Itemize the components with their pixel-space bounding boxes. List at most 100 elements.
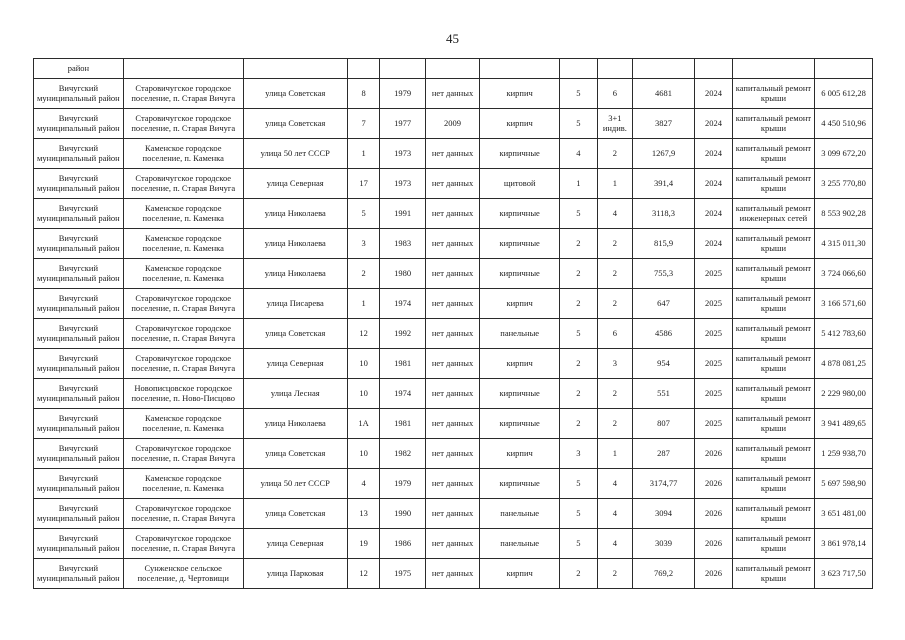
table-cell: кирпичные	[479, 228, 561, 259]
table-cell: улица Северная	[242, 168, 348, 199]
table-cell: 2025	[694, 378, 733, 409]
table-row: Вичугский муниципальный район Старовичугс…	[33, 78, 873, 109]
table-cell	[242, 58, 348, 79]
table-cell: улица Советская	[242, 78, 348, 109]
table-cell: нет данных	[424, 468, 481, 499]
table-cell: улица Писарева	[242, 288, 348, 319]
table-cell: 2	[559, 258, 598, 289]
table-cell: район	[33, 58, 124, 79]
table-cell: улица Николаева	[242, 198, 348, 229]
table-cell: 2	[559, 228, 598, 259]
table-cell: 1980	[379, 258, 426, 289]
table-cell: 3 941 489,65	[814, 408, 873, 439]
table-cell: 2	[559, 408, 598, 439]
table-cell: 1	[596, 438, 634, 469]
table-cell: капитальный ремонт крыши	[731, 288, 816, 319]
table-row: Вичугский муниципальный район Каменское г…	[33, 408, 873, 439]
table-cell: 2	[596, 138, 634, 169]
table-cell: 2026	[694, 558, 733, 589]
table-cell: улица Лесная	[242, 378, 348, 409]
table-cell: капитальный ремонт крыши	[731, 78, 816, 109]
table-cell: 3094	[631, 498, 696, 529]
table-cell: 647	[631, 288, 696, 319]
table-cell: Сунженское сельское поселение, д. Чертов…	[122, 558, 244, 589]
table-cell: 4	[596, 498, 634, 529]
table-cell: 2	[596, 408, 634, 439]
table-cell: 2009	[424, 108, 481, 139]
table-cell: капитальный ремонт инженерных сетей	[731, 198, 816, 229]
table-row: Вичугский муниципальный район Старовичугс…	[33, 528, 873, 559]
table-cell: 5	[559, 318, 598, 349]
table-cell: 3118,3	[631, 198, 696, 229]
table-cell: 815,9	[631, 228, 696, 259]
table-cell: 2026	[694, 468, 733, 499]
table-cell: 2026	[694, 498, 733, 529]
table-cell: 391,4	[631, 168, 696, 199]
table-cell: 4	[346, 468, 381, 499]
table-row: Вичугский муниципальный район Старовичугс…	[33, 318, 873, 349]
table-cell: 12	[346, 558, 381, 589]
table-cell: 4586	[631, 318, 696, 349]
table-cell: 1975	[379, 558, 426, 589]
table-cell: 7	[346, 108, 381, 139]
table-cell: 287	[631, 438, 696, 469]
table-cell: 4	[596, 468, 634, 499]
table-cell: кирпичные	[479, 468, 561, 499]
page-number: 45	[446, 31, 459, 46]
table-cell: нет данных	[424, 168, 481, 199]
table-cell: 3 166 571,60	[814, 288, 873, 319]
table-cell: улица Советская	[242, 108, 348, 139]
table-cell: 2	[559, 348, 598, 379]
table-cell	[731, 58, 816, 79]
table-cell: 807	[631, 408, 696, 439]
table-cell: улица Николаева	[242, 408, 348, 439]
table-cell: Вичугский муниципальный район	[33, 228, 124, 259]
table-cell: 954	[631, 348, 696, 379]
table-cell: 2024	[694, 198, 733, 229]
table-cell: 2	[559, 558, 598, 589]
table-cell: 3	[346, 228, 381, 259]
table-row: Вичугский муниципальный район Каменское г…	[33, 468, 873, 499]
table-cell: 4 450 510,96	[814, 108, 873, 139]
table-cell: Старовичугское городское поселение, п. С…	[122, 168, 244, 199]
table-cell: 2 229 980,00	[814, 378, 873, 409]
table-cell: 1	[559, 168, 598, 199]
table-cell: Каменское городское поселение, п. Каменк…	[122, 198, 244, 229]
table-cell: 1979	[379, 468, 426, 499]
table-cell: Каменское городское поселение, п. Каменк…	[122, 258, 244, 289]
table-cell: 5	[559, 78, 598, 109]
table-cell: 17	[346, 168, 381, 199]
table-cell: Вичугский муниципальный район	[33, 558, 124, 589]
table-cell: кирпич	[479, 348, 561, 379]
table-cell: 2	[596, 288, 634, 319]
table-cell: Старовичугское городское поселение, п. С…	[122, 348, 244, 379]
table-cell: Старовичугское городское поселение, п. С…	[122, 288, 244, 319]
table-cell: 10	[346, 438, 381, 469]
table-row: Вичугский муниципальный район Старовичугс…	[33, 168, 873, 199]
table-cell: 1	[596, 168, 634, 199]
table-cell: 8	[346, 78, 381, 109]
table-cell: 1992	[379, 318, 426, 349]
table-cell: Вичугский муниципальный район	[33, 198, 124, 229]
table-cell: улица Северная	[242, 348, 348, 379]
table-cell: щитовой	[479, 168, 561, 199]
table-cell: кирпич	[479, 78, 561, 109]
table-cell: 4681	[631, 78, 696, 109]
table-row: Вичугский муниципальный район Каменское г…	[33, 198, 873, 229]
table-cell: 1982	[379, 438, 426, 469]
table-cell	[424, 58, 481, 79]
table-cell: 4	[596, 198, 634, 229]
table-cell: 1А	[346, 408, 381, 439]
table-cell: Каменское городское поселение, п. Каменк…	[122, 228, 244, 259]
table-cell: Вичугский муниципальный район	[33, 348, 124, 379]
table-cell: 1	[346, 288, 381, 319]
table-cell: Вичугский муниципальный район	[33, 168, 124, 199]
table-cell: 551	[631, 378, 696, 409]
table-cell: улица Советская	[242, 498, 348, 529]
table-cell: Вичугский муниципальный район	[33, 288, 124, 319]
table-cell: 8 553 902,28	[814, 198, 873, 229]
table-cell: капитальный ремонт крыши	[731, 438, 816, 469]
table-cell: Новописцовское городское поселение, п. Н…	[122, 378, 244, 409]
table-cell: капитальный ремонт крыши	[731, 108, 816, 139]
